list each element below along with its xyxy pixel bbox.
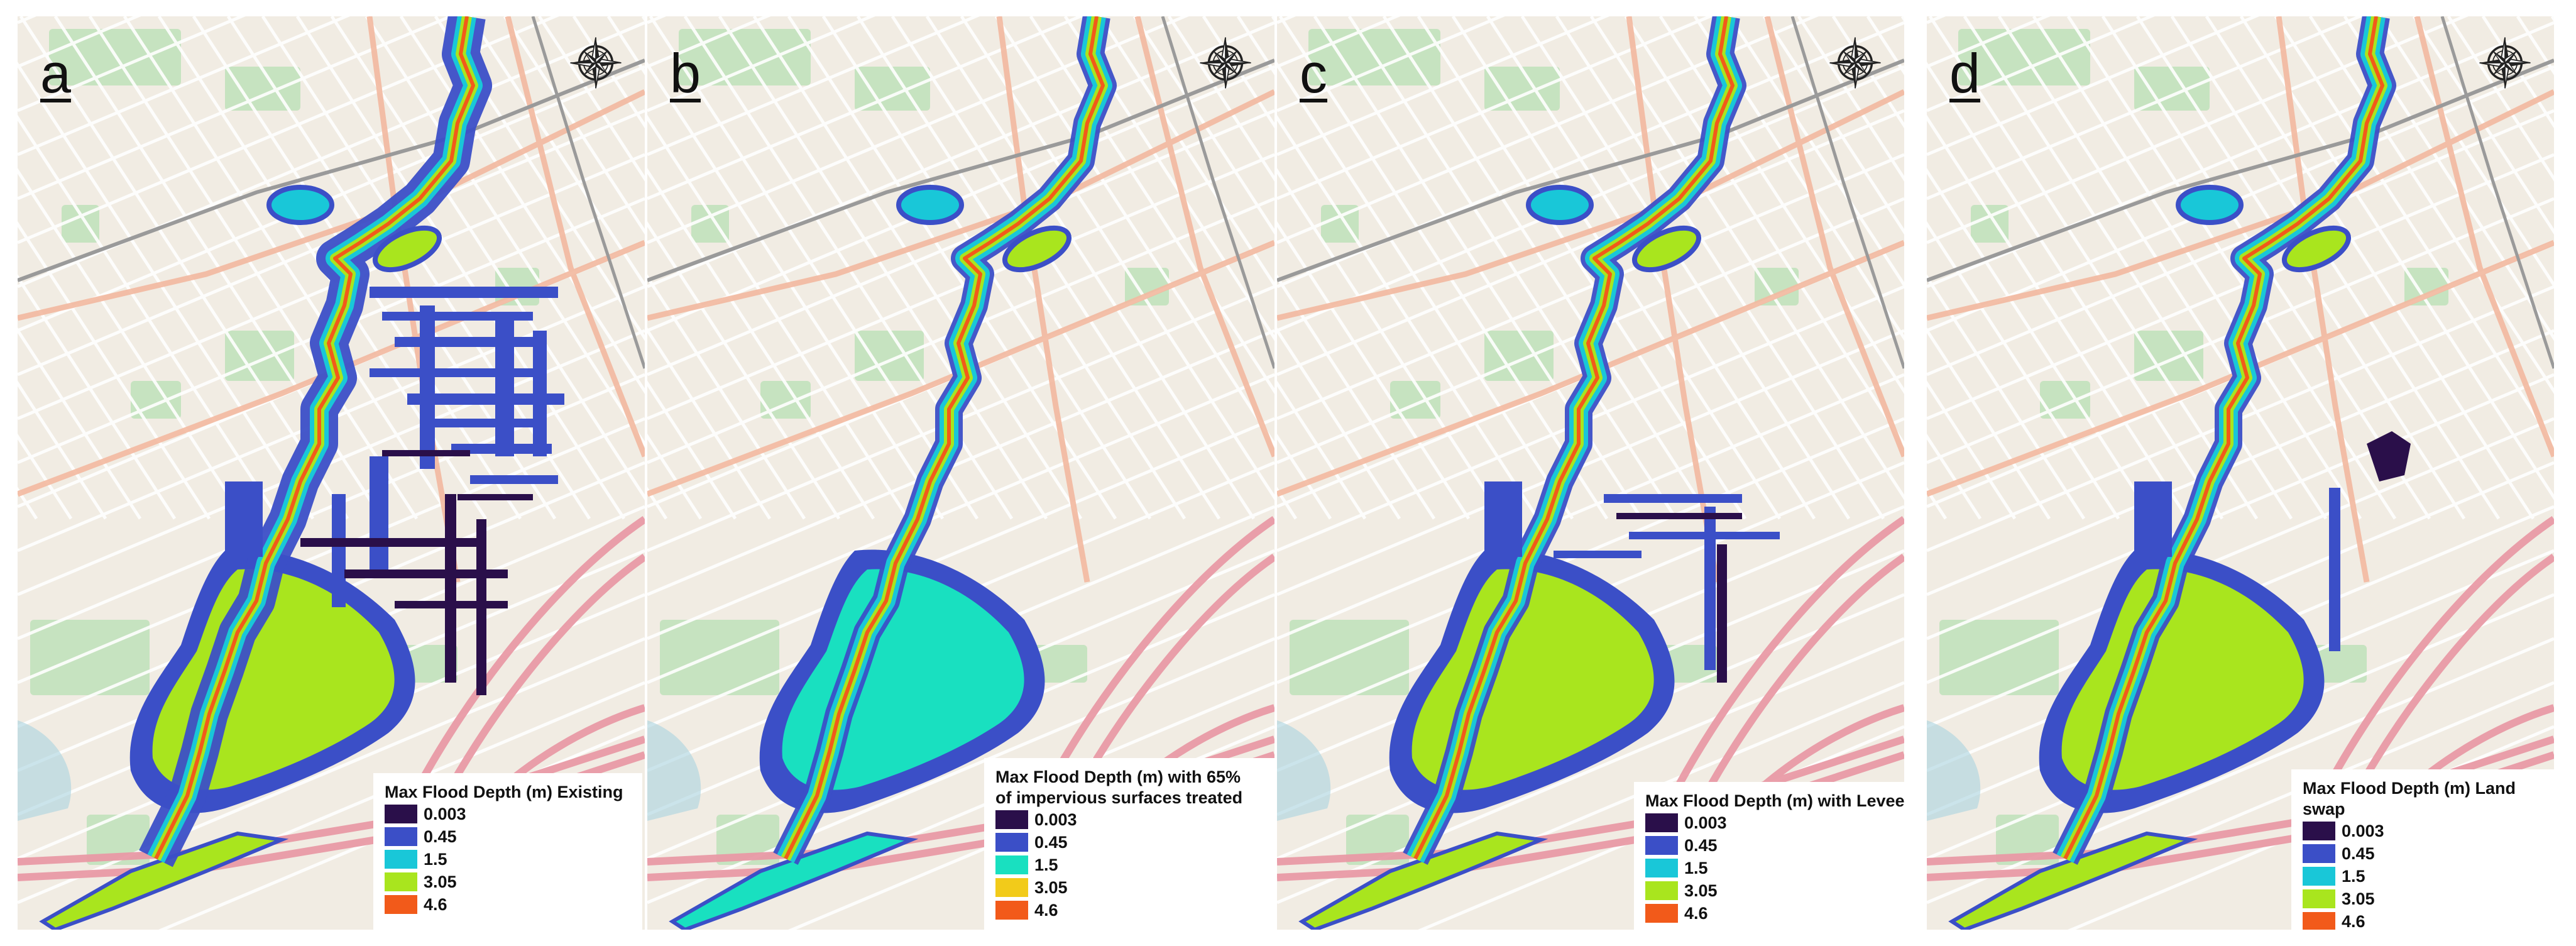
legend-label: 4.6 bbox=[2342, 911, 2365, 930]
flood-map-a bbox=[18, 16, 645, 930]
legend-swatch bbox=[2303, 889, 2335, 908]
flood-map-c bbox=[1277, 16, 1904, 930]
legend-label: 3.05 bbox=[424, 872, 457, 891]
compass-rose-icon bbox=[570, 37, 622, 89]
legend-label: 4.6 bbox=[1034, 900, 1058, 920]
legend-label: 3.05 bbox=[2342, 889, 2375, 908]
legend-label: 0.45 bbox=[424, 827, 457, 846]
panel-label-d: d bbox=[1949, 42, 1980, 104]
legend-item: 1.5 bbox=[2303, 865, 2554, 888]
legend-label: 3.05 bbox=[1684, 881, 1718, 900]
legend-label: 0.003 bbox=[1034, 810, 1077, 829]
legend-title-c: Max Flood Depth (m) with Levee bbox=[1645, 791, 1904, 810]
legend-item: 3.05 bbox=[1645, 879, 1904, 902]
compass-rose-icon bbox=[1829, 37, 1881, 89]
legend-c: Max Flood Depth (m) with Levee 0.003 0.45… bbox=[1634, 782, 1904, 930]
legend-a: Max Flood Depth (m) Existing 0.003 0.45 1.… bbox=[373, 773, 642, 930]
legend-title-a: Max Flood Depth (m) Existing bbox=[385, 783, 623, 801]
legend-label: 1.5 bbox=[424, 849, 447, 869]
legend-swatch bbox=[2303, 844, 2335, 863]
legend-title-b: Max Flood Depth (m) with 65% of impervio… bbox=[995, 767, 1243, 807]
legend-swatch bbox=[1645, 904, 1678, 923]
legend-swatch bbox=[995, 901, 1028, 920]
legend-swatch bbox=[995, 878, 1028, 897]
legend-rows-b: 0.003 0.45 1.5 3.05 4.6 bbox=[995, 808, 1266, 921]
legend-swatch bbox=[2303, 822, 2335, 840]
legend-swatch bbox=[385, 850, 417, 869]
legend-item: 1.5 bbox=[1645, 857, 1904, 879]
legend-item: 4.6 bbox=[2303, 910, 2554, 930]
legend-swatch bbox=[385, 827, 417, 846]
legend-label: 4.6 bbox=[1684, 903, 1708, 923]
legend-swatch bbox=[1645, 813, 1678, 832]
legend-item: 0.45 bbox=[995, 831, 1266, 854]
panel-label-a: a bbox=[40, 42, 71, 104]
legend-label: 0.003 bbox=[424, 804, 466, 823]
legend-label: 1.5 bbox=[2342, 866, 2365, 886]
legend-item: 0.003 bbox=[1645, 811, 1904, 834]
map-panel-b: b Max Flood Depth (m) with 65% of imperv… bbox=[647, 16, 1274, 930]
legend-label: 0.003 bbox=[1684, 813, 1727, 832]
legend-item: 0.003 bbox=[995, 808, 1266, 831]
legend-label: 0.45 bbox=[2342, 844, 2375, 863]
legend-swatch bbox=[385, 895, 417, 914]
legend-rows-d: 0.003 0.45 1.5 3.05 4.6 bbox=[2303, 820, 2554, 930]
panel-label-c: c bbox=[1300, 42, 1327, 104]
legend-swatch bbox=[995, 855, 1028, 874]
legend-item: 1.5 bbox=[995, 854, 1266, 876]
legend-item: 0.45 bbox=[385, 825, 631, 848]
legend-b: Max Flood Depth (m) with 65% of impervio… bbox=[984, 758, 1274, 930]
legend-item: 3.05 bbox=[2303, 888, 2554, 910]
flood-map-d bbox=[1927, 16, 2554, 930]
legend-item: 3.05 bbox=[995, 876, 1266, 899]
legend-swatch bbox=[385, 872, 417, 891]
legend-label: 1.5 bbox=[1034, 855, 1058, 874]
map-panel-a: a Max Flood Depth (m) Existing 0.003 0.45… bbox=[18, 16, 645, 930]
legend-item: 0.003 bbox=[2303, 820, 2554, 842]
legend-rows-c: 0.003 0.45 1.5 3.05 4.6 bbox=[1645, 811, 1904, 925]
map-panel-c: c Max Flood Depth (m) with Levee 0.003 0.… bbox=[1277, 16, 1904, 930]
legend-item: 4.6 bbox=[995, 899, 1266, 921]
legend-item: 4.6 bbox=[385, 893, 631, 916]
legend-item: 4.6 bbox=[1645, 902, 1904, 925]
legend-item: 3.05 bbox=[385, 871, 631, 893]
legend-item: 0.003 bbox=[385, 803, 631, 825]
legend-item: 0.45 bbox=[2303, 842, 2554, 865]
compass-rose-icon bbox=[2479, 37, 2531, 89]
legend-label: 3.05 bbox=[1034, 877, 1068, 897]
map-panel-d: d Max Flood Depth (m) Land swap 0.003 0.4… bbox=[1927, 16, 2554, 930]
compass-rose-icon bbox=[1200, 37, 1251, 89]
legend-swatch bbox=[995, 810, 1028, 829]
legend-swatch bbox=[1645, 836, 1678, 855]
legend-swatch bbox=[1645, 859, 1678, 877]
legend-swatch bbox=[995, 833, 1028, 852]
legend-swatch bbox=[385, 805, 417, 823]
legend-d: Max Flood Depth (m) Land swap 0.003 0.45 1… bbox=[2291, 769, 2554, 930]
legend-title-d: Max Flood Depth (m) Land swap bbox=[2303, 779, 2516, 818]
legend-swatch bbox=[1645, 881, 1678, 900]
legend-item: 1.5 bbox=[385, 848, 631, 871]
legend-label: 1.5 bbox=[1684, 858, 1708, 877]
legend-label: 4.6 bbox=[424, 894, 447, 914]
panel-label-b: b bbox=[670, 42, 701, 104]
legend-label: 0.45 bbox=[1034, 832, 1068, 852]
legend-rows-a: 0.003 0.45 1.5 3.05 4.6 bbox=[385, 803, 631, 916]
legend-label: 0.45 bbox=[1684, 835, 1718, 855]
legend-item: 0.45 bbox=[1645, 834, 1904, 857]
legend-swatch bbox=[2303, 867, 2335, 886]
legend-label: 0.003 bbox=[2342, 821, 2384, 840]
legend-swatch bbox=[2303, 912, 2335, 930]
